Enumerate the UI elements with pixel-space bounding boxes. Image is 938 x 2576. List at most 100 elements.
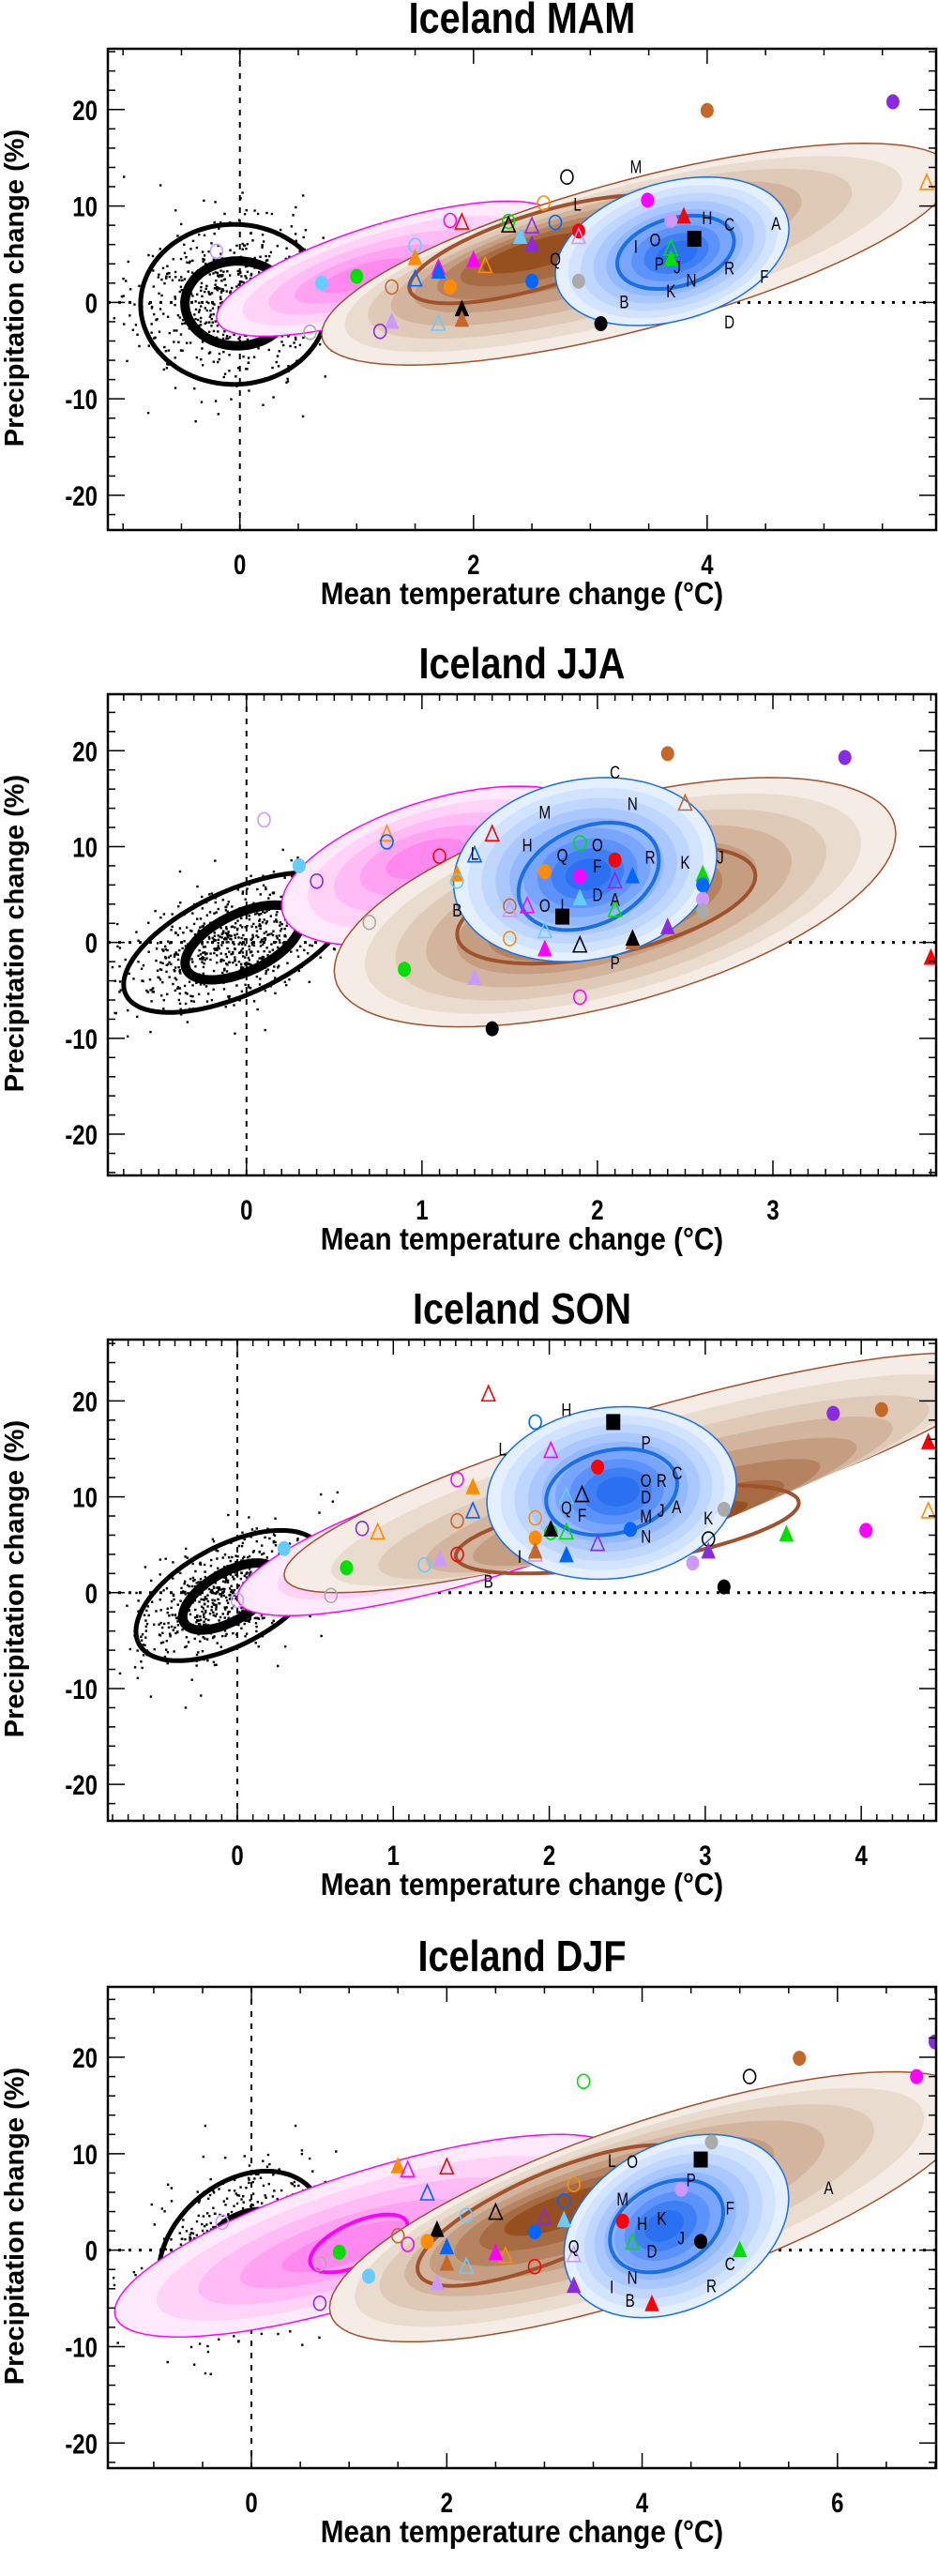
scatter-dot — [213, 1603, 216, 1607]
marker-circle — [230, 1592, 245, 1609]
scatter-dot — [235, 285, 238, 288]
scatter-dot — [273, 920, 276, 923]
scatter-dot — [199, 316, 203, 320]
scatter-dot — [203, 1615, 205, 1619]
scatter-dot — [142, 979, 144, 983]
scatter-dot — [218, 1586, 221, 1589]
scatter-dot — [227, 1513, 230, 1517]
scatter-dot — [204, 290, 206, 294]
scatter-dot — [213, 303, 216, 306]
scatter-dot — [281, 343, 285, 347]
scatter-dot — [288, 255, 291, 258]
scatter-dot — [208, 1613, 212, 1615]
scatter-dot — [201, 1605, 204, 1608]
scatter-dot — [225, 334, 229, 338]
scatter-dot — [265, 920, 269, 923]
scatter-dot — [190, 1678, 193, 1681]
scatter-dot — [219, 1592, 223, 1596]
scatter-dot — [237, 936, 240, 939]
model-letter: A — [672, 1496, 682, 1517]
model-letter: B — [484, 1571, 493, 1592]
scatter-dot — [204, 1570, 206, 1573]
scatter-dot — [234, 963, 238, 966]
scatter-dot — [216, 1557, 219, 1560]
scatter-dot — [215, 285, 219, 289]
scatter-dot — [212, 312, 215, 316]
marker-circle — [742, 2068, 757, 2084]
scatter-dot — [214, 1614, 217, 1618]
scatter-dot — [219, 2213, 221, 2217]
scatter-dot — [184, 945, 188, 947]
scatter-dot — [236, 1584, 239, 1588]
scatter-dot — [172, 1594, 175, 1598]
scatter-dot — [183, 251, 187, 254]
model-letter: M — [640, 1506, 652, 1526]
scatter-dot — [191, 1579, 195, 1583]
scatter-dot — [210, 998, 214, 1002]
scatter-dot — [176, 933, 180, 937]
scatter-dot — [147, 344, 151, 347]
model-letter: O — [539, 895, 551, 916]
scatter-dot — [261, 244, 264, 247]
scatter-dot — [191, 984, 194, 987]
scatter-dot — [177, 948, 181, 952]
scatter-dot — [270, 212, 274, 216]
scatter-dot — [164, 2248, 168, 2250]
scatter-dot — [184, 1590, 187, 1594]
scatter-dot — [324, 375, 326, 378]
scatter-dot — [272, 1539, 276, 1543]
model-letter: K — [704, 1508, 714, 1528]
model-letter: P — [655, 254, 664, 275]
scatter-dot — [266, 2153, 270, 2157]
scatter-dot — [226, 1581, 230, 1583]
scatter-dot — [162, 1622, 166, 1626]
scatter-dot — [243, 2155, 246, 2158]
scatter-dot — [113, 317, 115, 320]
scatter-dot — [234, 1032, 236, 1035]
scatter-dot — [161, 1631, 164, 1635]
scatter-dot — [189, 1613, 192, 1616]
scatter-dot — [170, 962, 173, 965]
scatter-dot — [234, 375, 237, 378]
panel-jja: C N M H O L Q F R K J D A O I B P 0 1 2 3 -20 -10 0 10 20 Iceland… — [0, 640, 938, 1283]
scatter-dot — [218, 275, 220, 279]
scatter-dot — [217, 244, 219, 248]
scatter-dot — [213, 1592, 216, 1595]
scatter-dot — [218, 352, 221, 356]
scatter-dot — [161, 266, 165, 270]
scatter-dot — [226, 935, 229, 939]
scatter-dot — [237, 283, 240, 286]
scatter-dot — [165, 367, 169, 370]
scatter-dot — [187, 1641, 190, 1644]
scatter-dot — [246, 368, 249, 371]
scatter-dot — [204, 1597, 207, 1600]
scatter-dot — [159, 248, 161, 250]
marker-triangle — [732, 2240, 748, 2258]
marker-circle — [432, 848, 446, 865]
scatter-dot — [155, 1610, 158, 1613]
marker-circle — [459, 2207, 474, 2223]
scatter-dot — [213, 232, 216, 235]
scatter-dot — [195, 293, 199, 296]
scatter-dot — [164, 955, 167, 959]
scatter-dot — [174, 951, 177, 954]
scatter-dot — [246, 270, 250, 273]
marker-circle — [324, 1587, 339, 1604]
scatter-dot — [153, 312, 156, 316]
scatter-dot — [278, 964, 280, 967]
scatter-dot — [236, 2193, 239, 2197]
scatter-dot — [235, 1575, 239, 1578]
scatter-dot — [216, 289, 219, 292]
scatter-dot — [224, 952, 228, 956]
scatter-dot — [217, 1598, 219, 1601]
scatter-dot — [171, 913, 174, 916]
scatter-dot — [208, 315, 212, 318]
scatter-dot — [163, 281, 166, 285]
scatter-dot — [227, 933, 230, 936]
scatter-dot — [200, 305, 203, 308]
scatter-dot — [206, 1599, 210, 1603]
scatter-dot — [265, 259, 268, 262]
scatter-dot — [193, 1578, 196, 1582]
scatter-dot — [178, 992, 182, 995]
scatter-dot — [118, 991, 121, 993]
